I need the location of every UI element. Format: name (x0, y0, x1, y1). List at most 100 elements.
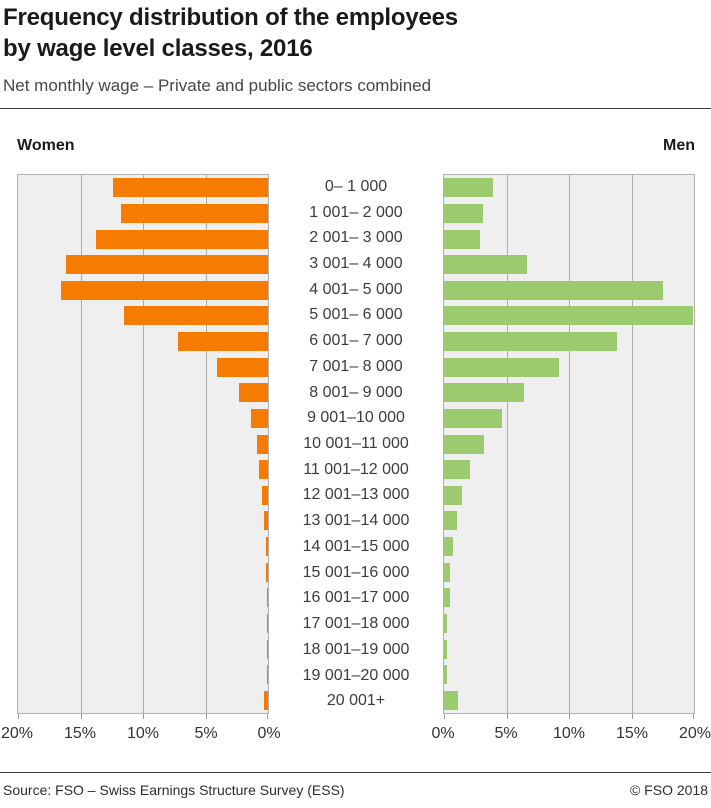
bar-row-men (444, 585, 694, 611)
bar-women-16 (266, 588, 268, 608)
wage-class-label: 14 001–15 000 (302, 537, 410, 555)
bar-row-men (444, 329, 694, 355)
wage-class-label: 2 001– 3 000 (309, 229, 403, 247)
women-chart-plot (17, 174, 269, 719)
bar-men-19 (444, 665, 447, 685)
bar-row-men (444, 559, 694, 585)
bar-men-13 (444, 511, 457, 531)
gridline (143, 175, 144, 713)
men-group-label: Men (663, 137, 695, 154)
bar-women-18 (267, 639, 268, 659)
axis-tick-mark (205, 714, 207, 719)
page-title: Frequency distribution of the employees … (3, 2, 708, 64)
header-divider (0, 108, 711, 109)
bar-men-2 (444, 229, 481, 249)
bar-men-6 (444, 332, 617, 352)
page-subtitle: Net monthly wage – Private and public se… (3, 76, 432, 95)
bar-row-men (444, 226, 694, 252)
copyright-note: © FSO 2018 (629, 782, 708, 798)
men-bars (444, 175, 694, 713)
bar-row-men (444, 534, 694, 560)
bar-row-men (444, 406, 694, 432)
wage-class-label: 0– 1 000 (324, 177, 388, 195)
bar-women-7 (216, 357, 268, 377)
gridline (506, 175, 508, 713)
women-group-label: Women (17, 137, 75, 154)
bar-row-women (18, 354, 268, 380)
axis-tick-label: 0% (257, 725, 281, 742)
bar-row-men (444, 380, 694, 406)
women-bars (18, 175, 268, 713)
bar-row-women (18, 406, 268, 432)
bar-men-18 (444, 639, 447, 659)
source-note: Source: FSO – Swiss Earnings Structure S… (3, 782, 345, 798)
wage-class-label: 20 001+ (326, 692, 386, 710)
wage-class-label: 10 001–11 000 (303, 435, 409, 453)
bar-row-women (18, 483, 268, 509)
axis-tick-mark (506, 714, 508, 719)
bar-row-men (444, 457, 694, 483)
bar-men-12 (444, 485, 462, 505)
bar-men-11 (444, 460, 471, 480)
bar-women-3 (65, 255, 268, 275)
axis-tick-label: 0% (431, 725, 455, 742)
group-labels: Women Men (17, 137, 695, 155)
axis-tick-mark (693, 714, 694, 719)
bar-women-20 (263, 690, 268, 710)
wage-class-label: 6 001– 7 000 (309, 332, 403, 350)
wage-class-label: 1 001– 2 000 (309, 203, 403, 221)
bar-women-1 (120, 203, 268, 223)
wage-class-label: 5 001– 6 000 (309, 306, 403, 324)
axis-tick-mark (444, 714, 445, 719)
pyramid-chart: 0– 1 000 1 001– 2 000 2 001– 3 000 3 001– 4… (17, 174, 695, 719)
title-line-2: by wage level classes, 2016 (3, 35, 313, 62)
bar-women-5 (124, 306, 268, 326)
bar-row-men (444, 688, 694, 714)
bar-row-men (444, 303, 694, 329)
bar-row-women (18, 175, 268, 201)
bar-women-15 (266, 562, 268, 582)
bar-women-10 (256, 434, 268, 454)
wage-class-label: 16 001–17 000 (302, 589, 410, 607)
bar-men-8 (444, 383, 524, 403)
x-axis-labels: 20% 15% 10% 5% 0% 0% 5% 10% 15% 20% (1, 725, 711, 745)
bar-row-women (18, 508, 268, 534)
bar-women-6 (178, 332, 268, 352)
bar-men-17 (444, 613, 448, 633)
wage-class-label: 8 001– 9 000 (309, 383, 403, 401)
bar-row-women (18, 329, 268, 355)
axis-tick-mark (267, 714, 268, 719)
bar-row-men (444, 483, 694, 509)
bar-women-2 (95, 229, 268, 249)
bar-row-women (18, 226, 268, 252)
axis-tick-label: 5% (194, 725, 218, 742)
wage-class-label: 11 001–12 000 (303, 460, 409, 478)
bar-row-women (18, 662, 268, 688)
bar-men-15 (444, 562, 451, 582)
bar-row-women (18, 585, 268, 611)
bar-men-7 (444, 357, 559, 377)
gridline (631, 175, 633, 713)
axis-tick-label: 15% (63, 725, 97, 742)
wage-class-label: 12 001–13 000 (302, 486, 410, 504)
bar-row-women (18, 688, 268, 714)
bar-row-men (444, 252, 694, 278)
bar-men-1 (444, 203, 483, 223)
bar-women-14 (265, 537, 268, 557)
bar-women-11 (259, 460, 268, 480)
axis-tick-mark (143, 714, 144, 719)
wage-class-label: 17 001–18 000 (302, 615, 410, 633)
bar-row-men (444, 611, 694, 637)
bar-row-men (444, 508, 694, 534)
title-line-1: Frequency distribution of the employees (3, 4, 458, 31)
bar-men-20 (444, 690, 458, 710)
bar-row-women (18, 252, 268, 278)
bar-women-0 (113, 178, 268, 198)
bar-women-4 (60, 280, 268, 300)
bar-men-5 (444, 306, 693, 326)
wage-class-label: 4 001– 5 000 (309, 280, 403, 298)
bar-women-12 (261, 485, 268, 505)
footer-divider (0, 772, 711, 773)
axis-tick-label: 10% (126, 725, 160, 742)
bar-women-13 (264, 511, 268, 531)
